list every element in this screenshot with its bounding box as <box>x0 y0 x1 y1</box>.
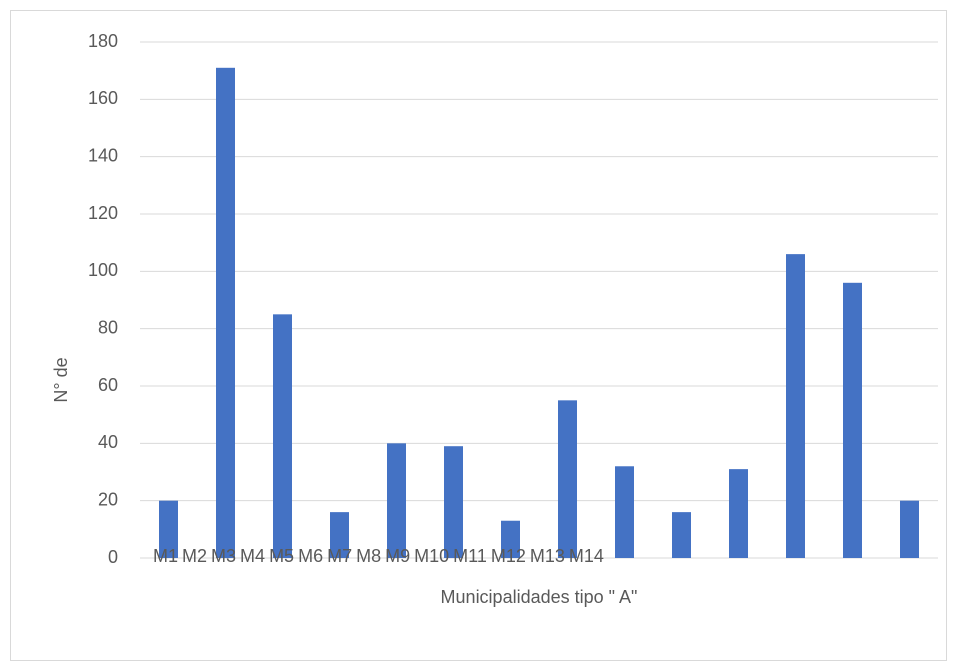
x-tick-label: M10 <box>414 546 450 566</box>
x-tick-label: M11 <box>453 546 487 566</box>
x-tick-label: M1 <box>153 546 179 566</box>
x-tick-label: M3 <box>211 546 237 566</box>
x-tick-label: M7 <box>327 546 353 566</box>
y-tick-label: 140 <box>88 145 118 165</box>
x-tick-label: M12 <box>490 546 526 566</box>
x-tick-label: M8 <box>356 546 382 566</box>
y-tick-label: 120 <box>88 203 118 223</box>
y-tick-label: 60 <box>98 375 118 395</box>
y-tick-label: 0 <box>108 547 118 567</box>
x-tick-label: M13 <box>529 546 565 566</box>
bar <box>786 254 805 558</box>
bar <box>330 512 349 558</box>
y-tick-label: 40 <box>98 432 118 452</box>
x-tick-label: M9 <box>385 546 411 566</box>
bar <box>273 314 292 558</box>
bar <box>729 469 748 558</box>
y-tick-label: 100 <box>88 260 118 280</box>
x-tick-label: M2 <box>182 546 208 566</box>
x-tick-label: M4 <box>240 546 266 566</box>
bar <box>501 520 520 558</box>
x-axis-title: Municipalidades tipo " A" <box>441 587 638 607</box>
x-tick-label: M5 <box>269 546 295 566</box>
y-tick-label: 160 <box>88 88 118 108</box>
bar <box>159 500 178 558</box>
bar <box>900 500 919 558</box>
y-tick-label: 20 <box>98 489 118 509</box>
bar <box>672 512 691 558</box>
x-tick-label: M6 <box>298 546 324 566</box>
bar <box>444 446 463 558</box>
y-tick-label: 180 <box>88 31 118 51</box>
x-tick-label: M14 <box>568 546 604 566</box>
y-tick-label: 80 <box>98 317 118 337</box>
y-axis-title: N° de <box>51 357 71 402</box>
bar <box>216 67 235 559</box>
bar <box>843 282 862 558</box>
bar <box>558 400 577 558</box>
bar <box>387 443 406 558</box>
bar <box>615 466 634 558</box>
x-tick-labels: M1 M2 M3 M4 M5 M6 M7 M8 M9 M10 M11 M12 M13 M14 <box>153 546 604 567</box>
